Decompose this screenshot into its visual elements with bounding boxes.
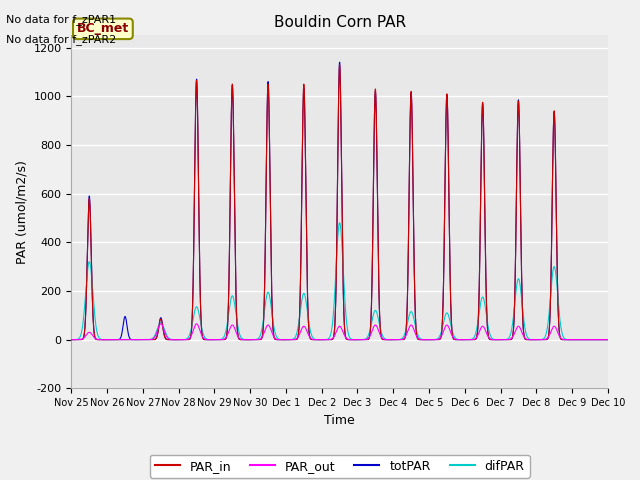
totPAR [68, 337, 76, 343]
PAR_in [164, 336, 172, 342]
Y-axis label: PAR (umol/m2/s): PAR (umol/m2/s) [15, 160, 28, 264]
totPAR [430, 337, 438, 343]
PAR_out [430, 337, 438, 343]
PAR_in [336, 62, 344, 68]
totPAR [604, 337, 611, 343]
difPAR [604, 337, 612, 343]
Line: PAR_out: PAR_out [72, 324, 608, 340]
difPAR [604, 337, 611, 343]
PAR_in [604, 337, 611, 343]
Title: Bouldin Corn PAR: Bouldin Corn PAR [273, 15, 406, 30]
totPAR [604, 337, 612, 343]
PAR_in [604, 337, 612, 343]
PAR_out [490, 337, 498, 343]
PAR_in [319, 337, 327, 343]
PAR_out [68, 337, 76, 343]
difPAR [336, 220, 344, 226]
Line: PAR_in: PAR_in [72, 65, 608, 340]
PAR_out [157, 321, 164, 327]
Legend: PAR_in, PAR_out, totPAR, difPAR: PAR_in, PAR_out, totPAR, difPAR [150, 455, 529, 478]
totPAR [460, 337, 468, 343]
PAR_in [460, 337, 468, 343]
totPAR [490, 337, 498, 343]
difPAR [319, 337, 327, 343]
PAR_out [320, 337, 328, 343]
X-axis label: Time: Time [324, 414, 355, 427]
PAR_out [460, 337, 468, 343]
difPAR [68, 337, 76, 343]
difPAR [490, 336, 498, 342]
difPAR [460, 337, 468, 343]
Text: BC_met: BC_met [77, 23, 129, 36]
PAR_in [430, 337, 438, 343]
PAR_out [604, 337, 612, 343]
PAR_out [604, 337, 611, 343]
Text: No data for f_zPAR1: No data for f_zPAR1 [6, 14, 116, 25]
PAR_out [164, 336, 172, 341]
Line: difPAR: difPAR [72, 223, 608, 340]
PAR_in [68, 337, 76, 343]
difPAR [430, 336, 438, 342]
totPAR [336, 60, 344, 65]
difPAR [164, 334, 172, 340]
PAR_in [490, 337, 498, 343]
totPAR [319, 337, 327, 343]
totPAR [164, 336, 172, 342]
Text: No data for f_zPAR2: No data for f_zPAR2 [6, 34, 116, 45]
Line: totPAR: totPAR [72, 62, 608, 340]
